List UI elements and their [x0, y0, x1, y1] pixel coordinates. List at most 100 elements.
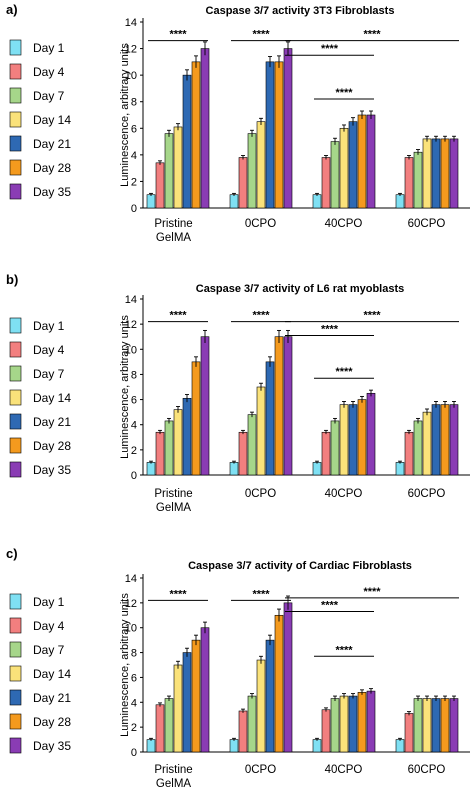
legend-label: Day 28	[33, 161, 71, 175]
bar-2-2	[238, 710, 248, 753]
bar-7-4	[449, 698, 459, 753]
category-label: Pristine GelMA	[154, 488, 192, 514]
significance-marker: ****	[321, 323, 339, 335]
y-tick-label: 0	[131, 470, 137, 482]
legend-label: Day 28	[33, 439, 71, 453]
bar-7-3	[366, 690, 376, 753]
bar-7-4	[449, 138, 459, 209]
bar-4-1	[173, 409, 183, 476]
bar-7-2	[283, 602, 293, 753]
y-tick-label: 2	[131, 445, 137, 457]
bar-6-2	[274, 336, 284, 476]
significance-marker: ****	[363, 29, 381, 41]
significance-marker: ****	[169, 588, 187, 600]
bar-1-4	[395, 194, 405, 209]
bar-5-3	[348, 695, 358, 753]
legend-label: Day 14	[33, 667, 71, 681]
bar-2-3	[321, 431, 331, 476]
legend-swatch	[9, 135, 22, 152]
legend-label: Day 14	[33, 113, 71, 127]
bar-4-4	[422, 698, 432, 753]
legend-swatch	[9, 63, 22, 80]
chart-title: Caspase 3/7 activity 3T3 Fibroblasts	[206, 5, 395, 17]
category-label: Pristine GelMA	[154, 764, 192, 790]
bar-5-4	[431, 698, 441, 753]
bar-1-3	[312, 194, 322, 209]
bar-3-3	[330, 141, 340, 209]
legend-label: Day 21	[33, 691, 71, 705]
bar-4-4	[422, 138, 432, 209]
legend-swatch	[9, 641, 22, 658]
y-tick-label: 0	[131, 203, 137, 215]
y-tick-label: 12	[125, 598, 137, 610]
legend-label: Day 28	[33, 715, 71, 729]
legend-label: Day 21	[33, 137, 71, 151]
bar-3-1	[164, 698, 174, 753]
significance-marker: ****	[363, 310, 381, 322]
significance-marker: ****	[363, 586, 381, 598]
y-tick-label: 2	[131, 722, 137, 734]
legend-swatch	[9, 87, 22, 104]
bar-6-1	[191, 361, 201, 476]
bar-5-1	[182, 74, 192, 209]
chart-panel-1: a) Caspase 3/7 activity 3T3 Fibroblasts Lu…	[6, 2, 470, 244]
bar-1-4	[395, 462, 405, 476]
bar-2-3	[321, 157, 331, 209]
bar-6-1	[191, 61, 201, 209]
bar-4-2	[256, 121, 266, 209]
y-tick-label: 6	[131, 395, 137, 407]
bar-3-2	[247, 133, 257, 209]
bar-4-2	[256, 659, 266, 753]
bar-4-1	[173, 126, 183, 209]
legend-swatch	[9, 159, 22, 176]
chart-panel-3: c) Caspase 3/7 activity of Cardiac Fibrob…	[6, 546, 470, 790]
bar-6-2	[274, 614, 284, 753]
y-tick-label: 8	[131, 648, 137, 660]
bar-3-4	[413, 420, 423, 476]
bar-4-3	[339, 404, 349, 476]
y-tick-label: 8	[131, 97, 137, 109]
significance-marker: ****	[252, 29, 270, 41]
legend-swatch	[9, 317, 22, 334]
bar-5-2	[265, 61, 275, 209]
category-label: 60CPO	[408, 488, 446, 500]
legend-label: Day 7	[33, 367, 65, 381]
bar-5-2	[265, 639, 275, 753]
bar-3-3	[330, 420, 340, 476]
legend-swatch	[9, 437, 22, 454]
bar-7-4	[449, 404, 459, 476]
significance-marker: ****	[252, 588, 270, 600]
category-label: 0CPO	[245, 488, 276, 500]
significance-marker: ****	[321, 600, 339, 612]
bar-7-1	[200, 336, 210, 476]
y-tick-label: 4	[131, 420, 137, 432]
y-axis-label: Luminescence, arbitrary units	[119, 315, 131, 459]
legend-label: Day 35	[33, 463, 71, 477]
category-label: 0CPO	[245, 218, 276, 230]
significance-marker: ****	[252, 310, 270, 322]
legend-swatch	[9, 111, 22, 128]
bar-2-4	[404, 431, 414, 476]
significance-marker: ****	[321, 43, 339, 55]
bar-5-1	[182, 652, 192, 753]
category-label: 60CPO	[408, 764, 446, 776]
legend-label: Day 35	[33, 739, 71, 753]
legend-swatch	[9, 461, 22, 478]
y-tick-label: 10	[125, 344, 137, 356]
bar-5-3	[348, 404, 358, 476]
bar-7-1	[200, 48, 210, 209]
legend-swatch	[9, 183, 22, 200]
bar-2-2	[238, 157, 248, 209]
bar-1-3	[312, 462, 322, 476]
legend-label: Day 4	[33, 65, 65, 79]
y-tick-label: 4	[131, 150, 137, 162]
y-tick-label: 4	[131, 697, 137, 709]
bar-4-3	[339, 127, 349, 209]
bar-1-2	[229, 462, 239, 476]
bar-1-1	[146, 194, 156, 209]
panel-label: a)	[6, 2, 18, 17]
legend-swatch	[9, 39, 22, 56]
bar-1-1	[146, 739, 156, 753]
legend-label: Day 4	[33, 343, 65, 357]
legend-label: Day 14	[33, 391, 71, 405]
